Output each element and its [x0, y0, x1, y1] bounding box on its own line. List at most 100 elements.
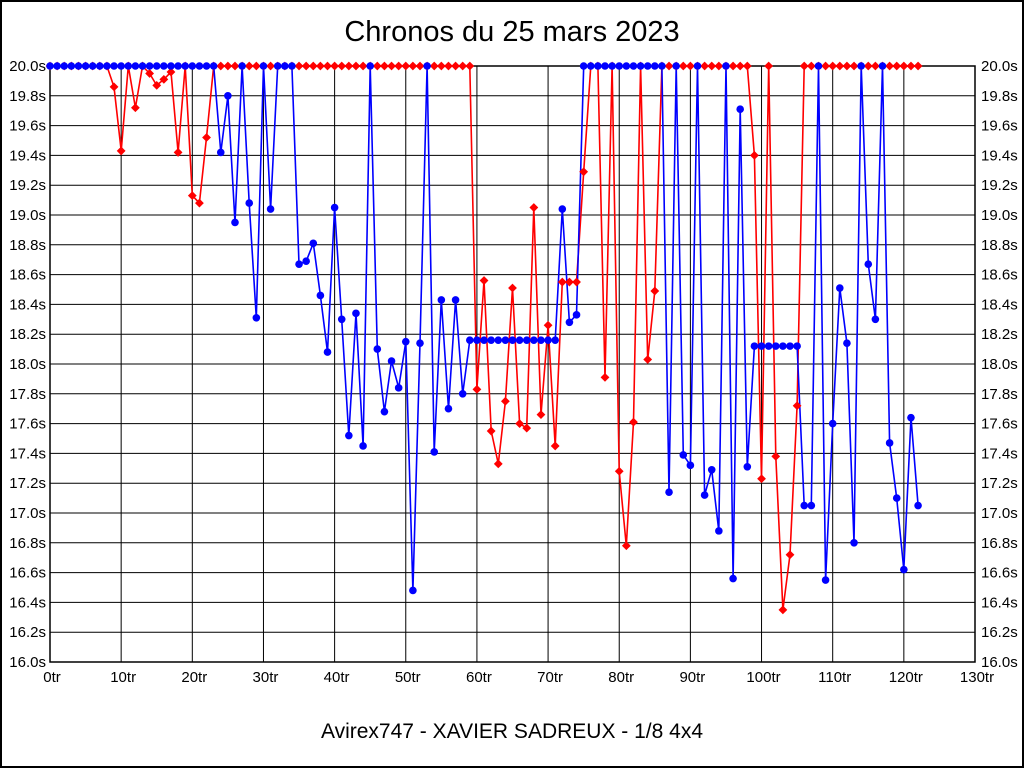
data-point-serie-rouge: [429, 61, 439, 71]
data-point-serie-bleue: [828, 419, 837, 428]
data-point-serie-rouge: [707, 61, 717, 71]
data-point-serie-bleue: [857, 62, 865, 70]
data-point-serie-bleue: [743, 463, 752, 471]
data-point-serie-bleue: [643, 62, 652, 70]
x-tick-label: 20tr: [181, 669, 207, 686]
data-point-serie-bleue: [771, 342, 780, 350]
data-point-serie-rouge: [750, 151, 759, 160]
data-point-serie-bleue: [729, 574, 737, 583]
data-point-serie-bleue: [707, 465, 716, 474]
data-point-serie-rouge: [415, 61, 425, 71]
data-point-serie-bleue: [786, 342, 794, 350]
data-point-serie-bleue: [110, 62, 118, 70]
data-point-serie-bleue: [430, 448, 439, 456]
data-point-serie-rouge: [195, 198, 204, 208]
data-point-serie-rouge: [166, 67, 176, 77]
data-point-serie-rouge: [116, 146, 126, 156]
y-tick-label-right: 16.8s: [981, 535, 1018, 552]
data-point-serie-bleue: [373, 345, 382, 353]
data-point-serie-rouge: [145, 69, 155, 78]
data-point-serie-bleue: [892, 494, 901, 502]
data-point-serie-bleue: [53, 62, 61, 70]
data-point-serie-bleue: [522, 336, 531, 344]
data-point-serie-rouge: [650, 286, 660, 296]
data-point-serie-bleue: [188, 62, 197, 70]
data-point-serie-rouge: [714, 61, 724, 71]
data-point-serie-bleue: [81, 62, 90, 70]
x-tick-label: 70tr: [537, 669, 563, 686]
data-point-serie-rouge: [465, 61, 475, 71]
data-point-serie-bleue: [466, 336, 474, 344]
y-tick-label-right: 17.4s: [981, 445, 1018, 462]
data-point-serie-bleue: [586, 62, 595, 70]
data-point-serie-rouge: [223, 61, 233, 71]
data-point-serie-bleue: [672, 62, 680, 70]
data-point-serie-bleue: [629, 62, 638, 70]
data-point-serie-rouge: [785, 550, 795, 560]
data-point-serie-rouge: [230, 61, 240, 71]
y-tick-label-right: 18.2s: [981, 326, 1018, 343]
y-tick-label-left: 17.6s: [9, 416, 46, 433]
data-point-serie-bleue: [878, 62, 887, 70]
y-tick-label-left: 19.0s: [9, 207, 46, 224]
data-point-serie-rouge: [870, 61, 880, 71]
data-point-serie-rouge: [892, 61, 902, 71]
data-point-serie-bleue: [366, 62, 374, 70]
data-point-serie-bleue: [281, 62, 289, 70]
data-point-serie-bleue: [231, 218, 239, 227]
y-tick-label-left: 16.0s: [9, 654, 46, 671]
data-point-serie-bleue: [103, 62, 111, 70]
data-point-serie-rouge: [493, 459, 503, 469]
data-point-serie-bleue: [444, 404, 453, 413]
data-point-serie-rouge: [344, 61, 354, 71]
y-tick-label-left: 17.2s: [9, 475, 46, 492]
data-point-serie-bleue: [167, 62, 175, 70]
y-tick-label-right: 19.8s: [981, 88, 1018, 105]
data-point-serie-rouge: [202, 133, 211, 142]
data-point-serie-bleue: [96, 62, 104, 70]
data-point-serie-bleue: [451, 296, 460, 304]
data-point-serie-rouge: [401, 61, 411, 71]
data-point-serie-rouge: [764, 61, 774, 71]
y-tick-label-right: 19.4s: [981, 147, 1018, 164]
data-point-serie-rouge: [387, 61, 396, 71]
y-tick-label-left: 17.8s: [9, 386, 46, 403]
y-tick-label-left: 16.2s: [9, 624, 46, 641]
y-tick-label-left: 17.4s: [9, 445, 46, 462]
data-point-serie-bleue: [394, 384, 403, 392]
data-point-serie-bleue: [195, 62, 204, 70]
data-point-serie-bleue: [288, 62, 296, 70]
data-point-serie-bleue: [60, 62, 69, 70]
data-point-serie-rouge: [380, 61, 389, 71]
y-tick-label-right: 16.4s: [981, 594, 1018, 611]
data-point-serie-rouge: [550, 441, 560, 451]
x-tick-label: 110tr: [818, 669, 851, 686]
data-point-serie-bleue: [494, 336, 503, 344]
data-point-serie-bleue: [864, 260, 873, 268]
data-point-serie-rouge: [436, 61, 446, 71]
data-point-serie-bleue: [345, 431, 353, 440]
data-point-serie-bleue: [508, 336, 517, 344]
data-point-serie-bleue: [693, 62, 702, 70]
data-point-serie-bleue: [238, 62, 246, 70]
data-point-serie-rouge: [678, 61, 688, 71]
data-point-serie-rouge: [458, 61, 468, 71]
data-point-serie-rouge: [600, 373, 610, 382]
data-point-serie-rouge: [899, 61, 909, 71]
data-point-serie-rouge: [906, 61, 916, 71]
x-tick-label: 80tr: [608, 669, 634, 686]
data-point-serie-bleue: [722, 62, 730, 70]
y-tick-label-right: 16.6s: [981, 565, 1018, 582]
data-point-serie-bleue: [658, 62, 666, 70]
data-point-serie-bleue: [409, 586, 417, 595]
data-point-serie-rouge: [372, 61, 382, 71]
data-point-serie-bleue: [458, 390, 467, 398]
data-point-serie-bleue: [715, 527, 723, 535]
data-point-serie-rouge: [479, 276, 489, 285]
data-point-serie-bleue: [309, 239, 318, 248]
x-tick-label: 0tr: [43, 669, 61, 686]
data-point-serie-bleue: [359, 442, 367, 450]
data-point-serie-bleue: [907, 413, 915, 422]
data-point-serie-rouge: [543, 320, 553, 330]
data-point-serie-bleue: [558, 205, 567, 213]
